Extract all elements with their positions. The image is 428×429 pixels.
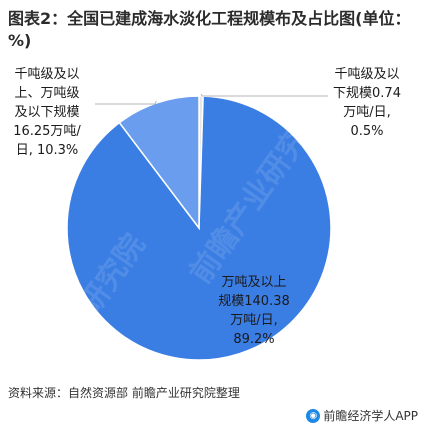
slice-label-large-scale: 万吨及以上规模140.38 万吨/日, 89.2% bbox=[218, 275, 290, 347]
slice-label-small-scale: 千吨级及以下规模0.74 万吨/日, 0.5% bbox=[333, 67, 401, 139]
pie-slices bbox=[66, 95, 332, 361]
slice-medium-scale bbox=[118, 95, 200, 231]
source-note: 资料来源：自然资源部 前瞻产业研究院整理 bbox=[8, 386, 240, 400]
slice-labels: 千吨级及以下规模0.74 万吨/日, 0.5% 万吨及以上规模140.38 万吨/日, 8… bbox=[13, 67, 401, 347]
leader-lines bbox=[95, 93, 328, 105]
slice-label-medium-scale: 千吨级及以上、万吨级及以下规模 16.25万吨/日, 10.3% bbox=[13, 67, 81, 158]
brand-name: 前瞻经济学人APP bbox=[323, 409, 418, 423]
brand-mark: ◉ 前瞻经济学人APP bbox=[306, 407, 418, 424]
brand-logo-icon: ◉ bbox=[306, 408, 321, 423]
chart-title: 图表2：全国已建成海水淡化工程规模布及占比图(单位：%) bbox=[8, 9, 411, 50]
leader-line-small-scale bbox=[200, 93, 328, 97]
leader-line-medium-scale bbox=[95, 100, 157, 105]
